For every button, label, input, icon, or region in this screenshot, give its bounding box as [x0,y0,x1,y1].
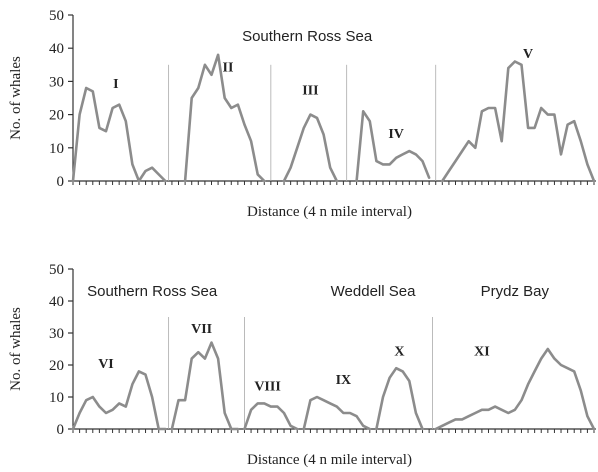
top-series-line-0 [71,86,167,183]
bottom-y-tick-label: 10 [49,390,64,406]
bottom-y-tick-label: 0 [57,422,65,438]
bottom-segment-label: VII [191,322,212,337]
bottom-segment-label: IX [336,373,352,388]
top-segment-label: III [302,84,318,99]
top-segment-label: II [223,60,234,75]
top-segment-label: I [113,77,118,92]
top-series-line-4 [440,60,576,183]
top-series-line-2 [282,113,339,183]
top-y-tick-label: 0 [57,174,65,190]
bottom-series-line-4 [375,366,424,431]
bottom-region-label: Prydz Bay [481,283,550,300]
top-series-line-3 [355,110,431,183]
top-x-axis-title: Distance (4 n mile interval) [247,204,412,220]
bottom-y-tick-label: 40 [49,294,64,310]
top-y-tick-label: 20 [49,108,64,124]
top-y-tick-label: 50 [49,8,64,24]
top-y-axis-title: No. of whales [8,56,24,140]
bottom-series-line-0 [71,370,167,431]
bottom-segment-label: XI [474,344,490,359]
bottom-y-tick-label: 50 [49,262,64,278]
bottom-region-label: Southern Ross Sea [87,283,218,300]
top-segment-label: V [523,47,533,62]
bottom-series-line-5 [434,347,596,431]
top-series-line-5 [572,119,596,183]
bottom-segment-label: VI [98,357,114,372]
top-y-tick-label: 10 [49,141,64,157]
top-y-tick-label: 40 [49,41,64,57]
top-segment-label: IV [388,127,404,142]
bottom-segment-label: VIII [254,380,280,395]
bottom-x-axis-title: Distance (4 n mile interval) [247,452,412,468]
bottom-series-line-3 [302,395,372,431]
bottom-y-axis-title: No. of whales [8,307,24,391]
bottom-y-tick-label: 20 [49,358,64,374]
bottom-region-label: Weddell Sea [331,283,416,300]
bottom-segment-label: X [394,344,404,359]
top-series-line-1 [183,53,266,183]
top-y-tick-label: 30 [49,74,64,90]
bottom-series-line-1 [170,341,240,431]
bottom-y-tick-label: 30 [49,326,64,342]
bottom-series-line-2 [243,402,299,431]
top-region-label: Southern Ross Sea [242,28,373,45]
